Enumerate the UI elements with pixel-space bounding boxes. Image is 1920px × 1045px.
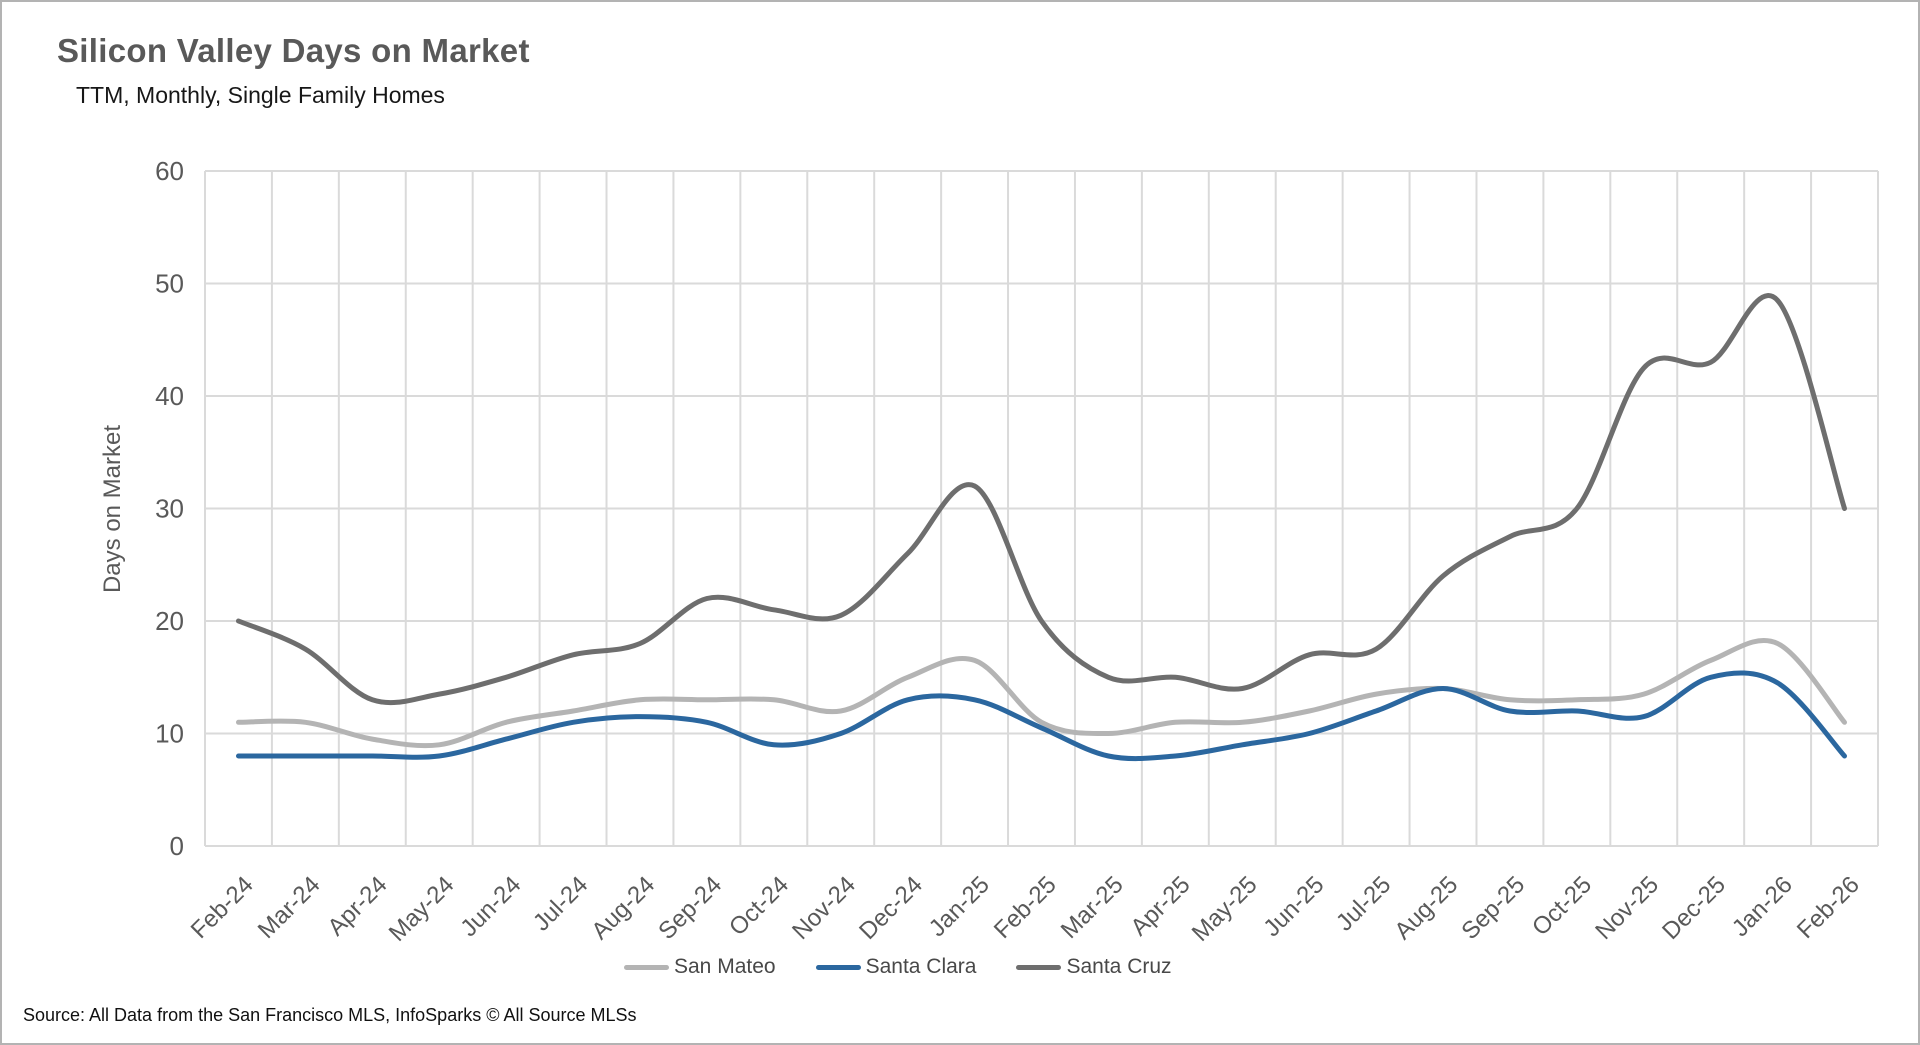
x-tick-label: Jun-25: [1258, 871, 1329, 942]
legend-label: San Mateo: [674, 955, 776, 978]
series-line-santa-clara: [236, 670, 1847, 762]
x-tick-label: Mar-25: [1056, 871, 1129, 944]
series-line-santa-cruz: [236, 293, 1847, 706]
x-tick-label: Dec-24: [854, 871, 928, 945]
x-tick-label: Aug-25: [1389, 871, 1463, 945]
x-tick-label: Feb-26: [1792, 871, 1865, 944]
x-tick-label: Jan-25: [924, 871, 995, 942]
y-tick-label: 0: [170, 831, 184, 861]
legend-item-san-mateo: San Mateo: [624, 955, 776, 979]
chart-title: Silicon Valley Days on Market: [57, 32, 530, 69]
legend-item-santa-clara: Santa Clara: [815, 955, 977, 979]
x-tick-label: Feb-24: [186, 871, 259, 944]
chart-legend: San Mateo Santa Clara Santa Cruz: [624, 950, 1172, 984]
x-tick-label: Jul-24: [528, 871, 593, 936]
x-tick-label: May-24: [384, 871, 460, 947]
x-tick-label: Nov-25: [1590, 871, 1664, 945]
x-tick-label: Feb-25: [989, 871, 1062, 944]
x-tick-label: Apr-25: [1126, 871, 1196, 941]
legend-item-santa-cruz: Santa Cruz: [1016, 955, 1172, 979]
x-tick-label: Sep-24: [653, 871, 727, 945]
y-axis-title: Days on Market: [99, 425, 126, 593]
x-tick-label: Oct-24: [724, 871, 794, 941]
x-tick-label: Dec-25: [1657, 871, 1731, 945]
series-line-san-mateo: [236, 638, 1847, 749]
y-tick-label: 40: [155, 381, 184, 411]
y-tick-label: 50: [155, 269, 184, 299]
y-tick-label: 10: [155, 719, 184, 749]
y-tick-label: 20: [155, 606, 184, 636]
x-tick-label: Oct-25: [1527, 871, 1597, 941]
source-credit: Source: All Data from the San Francisco …: [23, 1005, 637, 1025]
chart-subtitle: TTM, Monthly, Single Family Homes: [76, 82, 445, 108]
y-tick-label: 30: [155, 494, 184, 524]
x-tick-label: Jan-26: [1727, 871, 1798, 942]
x-tick-label: May-25: [1187, 871, 1263, 947]
x-tick-label: Jul-25: [1331, 871, 1396, 936]
legend-label: Santa Cruz: [1066, 955, 1172, 978]
santa-clara-line-swatch: [815, 964, 861, 970]
santa-cruz-line-swatch: [1016, 964, 1062, 970]
x-tick-label: Nov-24: [787, 871, 861, 945]
x-tick-label: Aug-24: [586, 871, 660, 945]
x-tick-label: Sep-25: [1456, 871, 1530, 945]
x-tick-label: Apr-24: [323, 871, 393, 941]
san-mateo-line-swatch: [624, 964, 669, 970]
legend-label: Santa Clara: [865, 955, 977, 978]
x-tick-label: Jun-24: [455, 871, 526, 942]
y-tick-label: 60: [155, 156, 184, 186]
x-tick-label: Mar-24: [253, 871, 326, 944]
